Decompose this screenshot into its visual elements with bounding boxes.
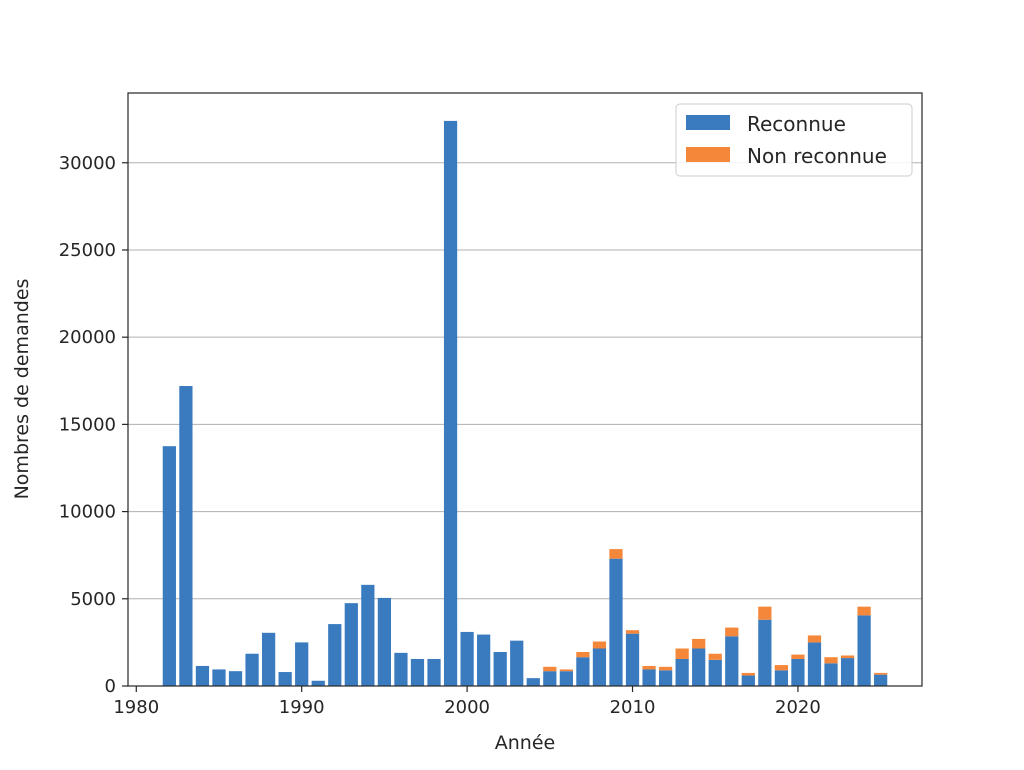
bar-non-reconnue <box>874 672 888 675</box>
bar-reconnue <box>543 671 557 686</box>
bar-non-reconnue <box>592 641 607 649</box>
bar-reconnue <box>675 658 689 686</box>
bar-non-reconnue <box>824 657 838 664</box>
x-tick-label: 1990 <box>279 697 325 718</box>
bar-reconnue <box>477 634 491 686</box>
grid-lines <box>128 162 922 600</box>
bar-non-reconnue <box>791 654 805 659</box>
bar-reconnue <box>576 657 590 686</box>
bar-reconnue <box>377 597 392 686</box>
bar-reconnue <box>228 671 243 686</box>
bar-reconnue <box>328 624 342 686</box>
legend-swatch-reconnue <box>686 115 730 130</box>
bar-non-reconnue <box>725 627 739 637</box>
x-axis-label: Année <box>495 732 555 754</box>
bar-reconnue <box>526 678 540 686</box>
x-tick-label: 2010 <box>610 697 656 718</box>
bar-reconnue <box>410 658 425 686</box>
bar-reconnue <box>559 671 573 686</box>
bar-reconnue <box>261 632 276 686</box>
bar-reconnue <box>625 633 640 686</box>
bar-non-reconnue <box>840 655 855 659</box>
legend-label-non-reconnue: Non reconnue <box>747 144 887 168</box>
bar-reconnue <box>245 653 259 686</box>
legend: Reconnue Non reconnue <box>675 103 913 177</box>
y-tick-label: 0 <box>105 676 116 697</box>
x-axis-ticks: 1980 1990 2000 2010 2020 <box>113 686 821 718</box>
bar-non-reconnue <box>658 666 673 671</box>
bar-reconnue <box>162 446 176 686</box>
bar-non-reconnue <box>741 672 755 676</box>
legend-swatch-non-reconnue <box>686 147 730 162</box>
bar-non-reconnue <box>774 665 789 671</box>
x-tick-label: 2020 <box>775 697 821 718</box>
bar-reconnue <box>278 672 292 686</box>
x-tick-label: 2000 <box>444 697 490 718</box>
bar-non-reconnue <box>576 651 590 658</box>
bar-reconnue <box>774 670 789 686</box>
y-tick-label: 15000 <box>59 414 116 435</box>
bar-reconnue <box>427 658 441 686</box>
legend-box <box>675 103 913 177</box>
x-tick-label: 1980 <box>113 697 159 718</box>
bar-reconnue <box>493 651 507 686</box>
bar-reconnue <box>592 648 607 686</box>
bar-reconnue <box>443 120 458 686</box>
bar-reconnue <box>857 615 871 686</box>
bar-reconnue <box>609 558 623 686</box>
bar-reconnue <box>311 680 325 686</box>
bar-non-reconnue <box>675 648 689 659</box>
bars <box>162 120 888 686</box>
bar-non-reconnue <box>543 666 557 672</box>
bar-non-reconnue <box>559 669 573 672</box>
bar-reconnue <box>295 642 309 686</box>
bar-reconnue <box>791 658 805 686</box>
bar-non-reconnue <box>692 638 706 649</box>
bar-reconnue <box>179 386 193 686</box>
bar-non-reconnue <box>625 630 640 634</box>
plot-frame <box>127 92 923 687</box>
bar-non-reconnue <box>758 606 772 620</box>
bar-reconnue <box>807 642 822 686</box>
bar-reconnue <box>195 665 210 686</box>
bar-reconnue <box>692 648 706 686</box>
bar-reconnue <box>708 659 722 686</box>
y-axis-label: Nombres de demandes <box>11 279 33 500</box>
bar-reconnue <box>394 652 408 686</box>
bar-non-reconnue <box>609 549 623 559</box>
y-tick-label: 30000 <box>59 153 116 174</box>
bar-reconnue <box>510 640 524 686</box>
legend-label-reconnue: Reconnue <box>747 112 846 136</box>
bar-reconnue <box>824 663 838 686</box>
bar-reconnue <box>658 670 673 686</box>
bar-non-reconnue <box>857 606 871 616</box>
bar-reconnue <box>344 603 358 686</box>
y-tick-label: 5000 <box>70 589 116 610</box>
y-tick-label: 20000 <box>59 327 116 348</box>
bar-reconnue <box>460 631 474 686</box>
bar-reconnue <box>725 636 739 686</box>
bar-reconnue <box>361 584 375 686</box>
bar-non-reconnue <box>642 665 656 670</box>
bar-reconnue <box>741 675 755 686</box>
bar-reconnue <box>758 619 772 686</box>
y-axis-ticks: 0 5000 10000 15000 20000 25000 30000 <box>59 153 128 697</box>
bar-reconnue <box>212 669 226 686</box>
bar-reconnue <box>840 658 855 686</box>
bar-non-reconnue <box>807 635 822 643</box>
bar-non-reconnue <box>708 653 722 660</box>
y-tick-label: 25000 <box>59 240 116 261</box>
y-tick-label: 10000 <box>59 502 116 523</box>
bar-reconnue <box>642 669 656 686</box>
bar-reconnue <box>874 674 888 686</box>
